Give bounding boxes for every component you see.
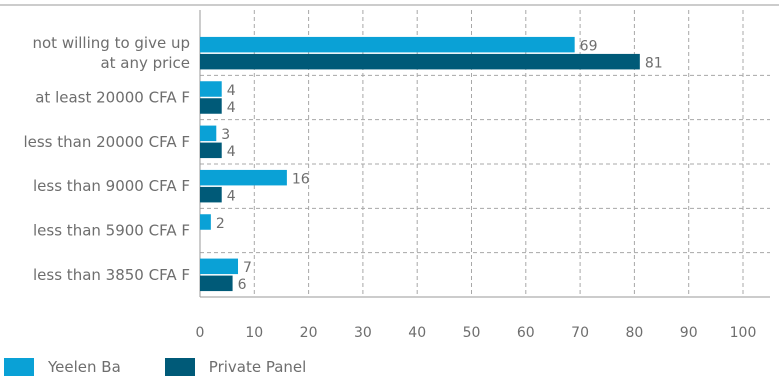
bar bbox=[200, 98, 222, 114]
x-tick-label: 100 bbox=[730, 325, 757, 341]
data-label: 69 bbox=[580, 38, 598, 54]
data-label: 16 bbox=[292, 171, 310, 187]
data-label: 4 bbox=[227, 144, 236, 160]
bar bbox=[200, 142, 222, 159]
category-label: less than 20000 CFA F bbox=[23, 133, 190, 151]
data-label: 2 bbox=[216, 216, 225, 232]
legend: Yeelen Ba Private Panel bbox=[4, 356, 350, 378]
bar bbox=[200, 36, 575, 53]
bar bbox=[200, 125, 217, 142]
x-tick-label: 60 bbox=[517, 325, 535, 341]
x-tick-label: 50 bbox=[463, 325, 481, 341]
bar bbox=[200, 186, 222, 203]
category-label: less than 9000 CFA F bbox=[33, 177, 190, 195]
bar bbox=[200, 214, 211, 230]
legend-label: Private Panel bbox=[208, 358, 307, 376]
data-label: 81 bbox=[645, 55, 663, 71]
bar bbox=[200, 258, 239, 275]
legend-swatch bbox=[164, 358, 195, 376]
category-label: less than 3850 CFA F bbox=[33, 266, 190, 284]
category-label: at any price bbox=[100, 54, 190, 72]
data-label: 3 bbox=[221, 127, 230, 143]
bar bbox=[200, 169, 287, 186]
x-tick-label: 30 bbox=[354, 325, 372, 341]
bar bbox=[200, 53, 640, 70]
x-tick-label: 0 bbox=[196, 325, 205, 341]
x-tick-label: 10 bbox=[245, 325, 263, 341]
x-tick-label: 40 bbox=[408, 325, 426, 341]
bar bbox=[200, 275, 233, 292]
legend-item: Yeelen Ba bbox=[4, 358, 121, 376]
data-label: 4 bbox=[227, 100, 236, 116]
category-label: at least 20000 CFA F bbox=[35, 89, 190, 107]
category-label: not willing to give up bbox=[33, 34, 191, 52]
data-label: 7 bbox=[243, 260, 252, 276]
bar bbox=[200, 81, 222, 97]
data-label: 4 bbox=[227, 83, 236, 99]
legend-swatch bbox=[4, 358, 34, 376]
x-tick-label: 90 bbox=[680, 325, 698, 341]
x-tick-label: 20 bbox=[300, 325, 318, 341]
category-label: less than 5900 CFA F bbox=[33, 222, 190, 240]
legend-item: Private Panel bbox=[164, 358, 307, 376]
data-label: 4 bbox=[227, 188, 236, 204]
data-label: 6 bbox=[238, 277, 247, 293]
x-tick-label: 80 bbox=[625, 325, 643, 341]
legend-label: Yeelen Ba bbox=[48, 358, 121, 376]
x-tick-label: 70 bbox=[571, 325, 589, 341]
